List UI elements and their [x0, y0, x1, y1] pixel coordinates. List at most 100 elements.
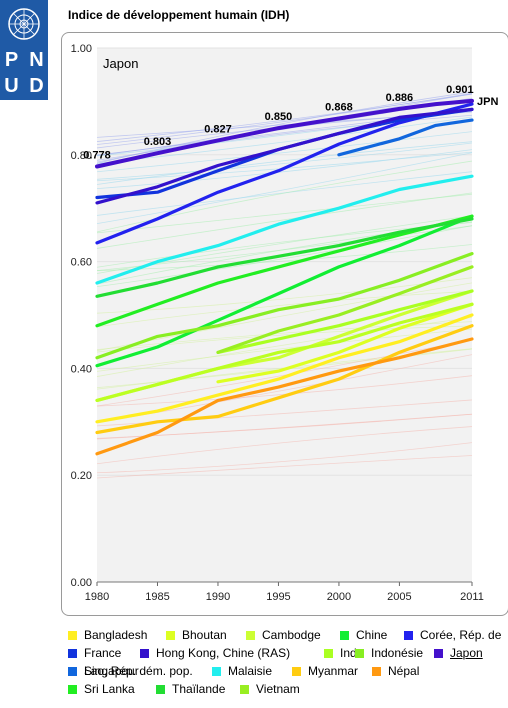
legend-label: Chine — [356, 628, 388, 642]
series-line — [95, 214, 474, 368]
series-line — [216, 265, 474, 354]
legend-label: Sri Lanka — [84, 682, 135, 696]
context-line — [96, 442, 473, 474]
context-line — [96, 317, 473, 377]
legend-swatch — [404, 631, 413, 640]
legend-swatch — [340, 631, 349, 640]
data-label: 0.850 — [265, 111, 293, 123]
legend-swatch — [246, 631, 255, 640]
legend-label: Bhoutan — [182, 628, 227, 642]
series-line — [337, 118, 474, 157]
context-line — [96, 225, 473, 288]
panel-label: Japon — [103, 56, 138, 71]
legend-swatch — [68, 631, 77, 640]
context-line — [96, 131, 473, 173]
legend-swatch — [212, 667, 221, 676]
x-tick-label: 1980 — [85, 591, 109, 603]
legend-swatch — [68, 649, 77, 658]
series-line — [95, 302, 474, 402]
x-tick-label: 1985 — [145, 591, 169, 603]
legend-label: Corée, Rép. de — [420, 628, 502, 642]
legend-label: France — [84, 646, 122, 660]
logo-letter-p: P — [4, 49, 19, 71]
legend-label: Bangladesh — [84, 628, 148, 642]
series-line — [216, 302, 474, 384]
series-line — [95, 324, 474, 435]
series-line — [216, 289, 474, 354]
series-line — [95, 102, 474, 245]
legend-swatch — [68, 667, 77, 676]
context-line — [96, 91, 473, 164]
series-end-label: JPN — [477, 96, 498, 108]
context-line — [96, 142, 473, 180]
context-line — [96, 171, 473, 216]
legend-swatch — [324, 649, 333, 658]
series-line — [95, 252, 474, 360]
context-line — [96, 455, 473, 479]
logo-letter-u: U — [4, 75, 19, 97]
un-emblem-icon — [8, 8, 40, 40]
context-line — [96, 325, 473, 353]
data-label: 0.827 — [204, 123, 232, 135]
x-tick-label: 1990 — [206, 591, 230, 603]
data-label: 0.868 — [325, 101, 353, 113]
legend-swatch — [372, 667, 381, 676]
context-line — [96, 149, 473, 190]
legend-swatch — [156, 685, 165, 694]
legend-label: Singapour — [84, 664, 139, 678]
legend-label: Lao, Rép. dém. pop. — [84, 664, 193, 678]
series-line — [95, 174, 474, 285]
legend-label: Thaïlande — [172, 682, 226, 696]
logo-letter-d: D — [29, 75, 44, 97]
legend-swatch — [166, 631, 175, 640]
series-line — [95, 107, 474, 205]
legend-swatch — [68, 685, 77, 694]
hdi-line-chart: 0.00 0.20 0.40 0.60 0.80 1.00 1980 1985 1990 1995… — [71, 43, 499, 603]
series-line — [95, 214, 474, 328]
x-tick-label: 2005 — [387, 591, 411, 603]
logo-letter-n: N — [29, 49, 44, 71]
context-line — [96, 152, 473, 225]
data-label: 0.886 — [386, 92, 414, 104]
legend-label: Népal — [388, 664, 420, 678]
legend-label: Myanmar — [308, 664, 359, 678]
y-tick-label: 1.00 — [71, 43, 92, 55]
legend-swatch — [292, 667, 301, 676]
y-tick-label: 0.60 — [71, 257, 92, 269]
legend-swatch — [355, 649, 364, 658]
context-line — [96, 193, 473, 234]
x-tick-label: 2000 — [327, 591, 351, 603]
context-line — [96, 375, 473, 407]
context-line — [96, 244, 473, 272]
data-label: 0.803 — [144, 136, 172, 148]
legend-swatch — [240, 685, 249, 694]
data-label: 0.901 — [446, 84, 474, 96]
context-line — [96, 290, 473, 328]
series-line — [95, 337, 474, 456]
legend-swatch — [140, 649, 149, 658]
y-tick-label: 0.40 — [71, 363, 92, 375]
legend-label: Hong Kong, Chine (RAS) — [156, 646, 291, 660]
context-line — [96, 160, 473, 233]
legend-label: Malaisie — [228, 664, 273, 678]
series-line — [95, 98, 474, 169]
context-line — [96, 93, 473, 142]
legend-swatch — [434, 649, 443, 658]
y-tick-label: 0.20 — [71, 470, 92, 482]
legend-label: Vietnam — [256, 682, 300, 696]
undp-logo: P N U D — [0, 0, 48, 100]
legend-label: Cambodge — [262, 628, 321, 642]
x-tick-label: 1995 — [266, 591, 290, 603]
y-tick-label: 0.80 — [71, 150, 92, 162]
context-line — [96, 192, 473, 249]
series-line — [95, 217, 474, 298]
legend-label: Indonésie — [371, 646, 424, 660]
plot-area — [97, 48, 472, 582]
series-line — [95, 313, 474, 424]
context-line — [96, 114, 473, 161]
chart-title: Indice de développement humain (IDH) — [68, 8, 290, 22]
data-label: 0.778 — [83, 150, 111, 162]
legend-label: Japon — [450, 646, 483, 660]
context-line — [96, 339, 473, 407]
context-line — [96, 116, 473, 164]
